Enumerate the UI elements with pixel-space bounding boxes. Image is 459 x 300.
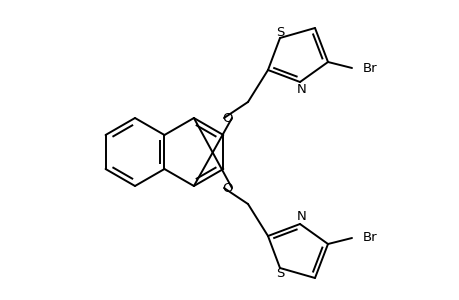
- Text: O: O: [222, 182, 233, 194]
- Text: S: S: [275, 268, 284, 281]
- Text: N: N: [297, 211, 306, 224]
- Text: N: N: [297, 82, 306, 95]
- Text: O: O: [222, 112, 233, 124]
- Text: Br: Br: [362, 232, 376, 244]
- Text: Br: Br: [362, 61, 376, 74]
- Text: S: S: [275, 26, 284, 38]
